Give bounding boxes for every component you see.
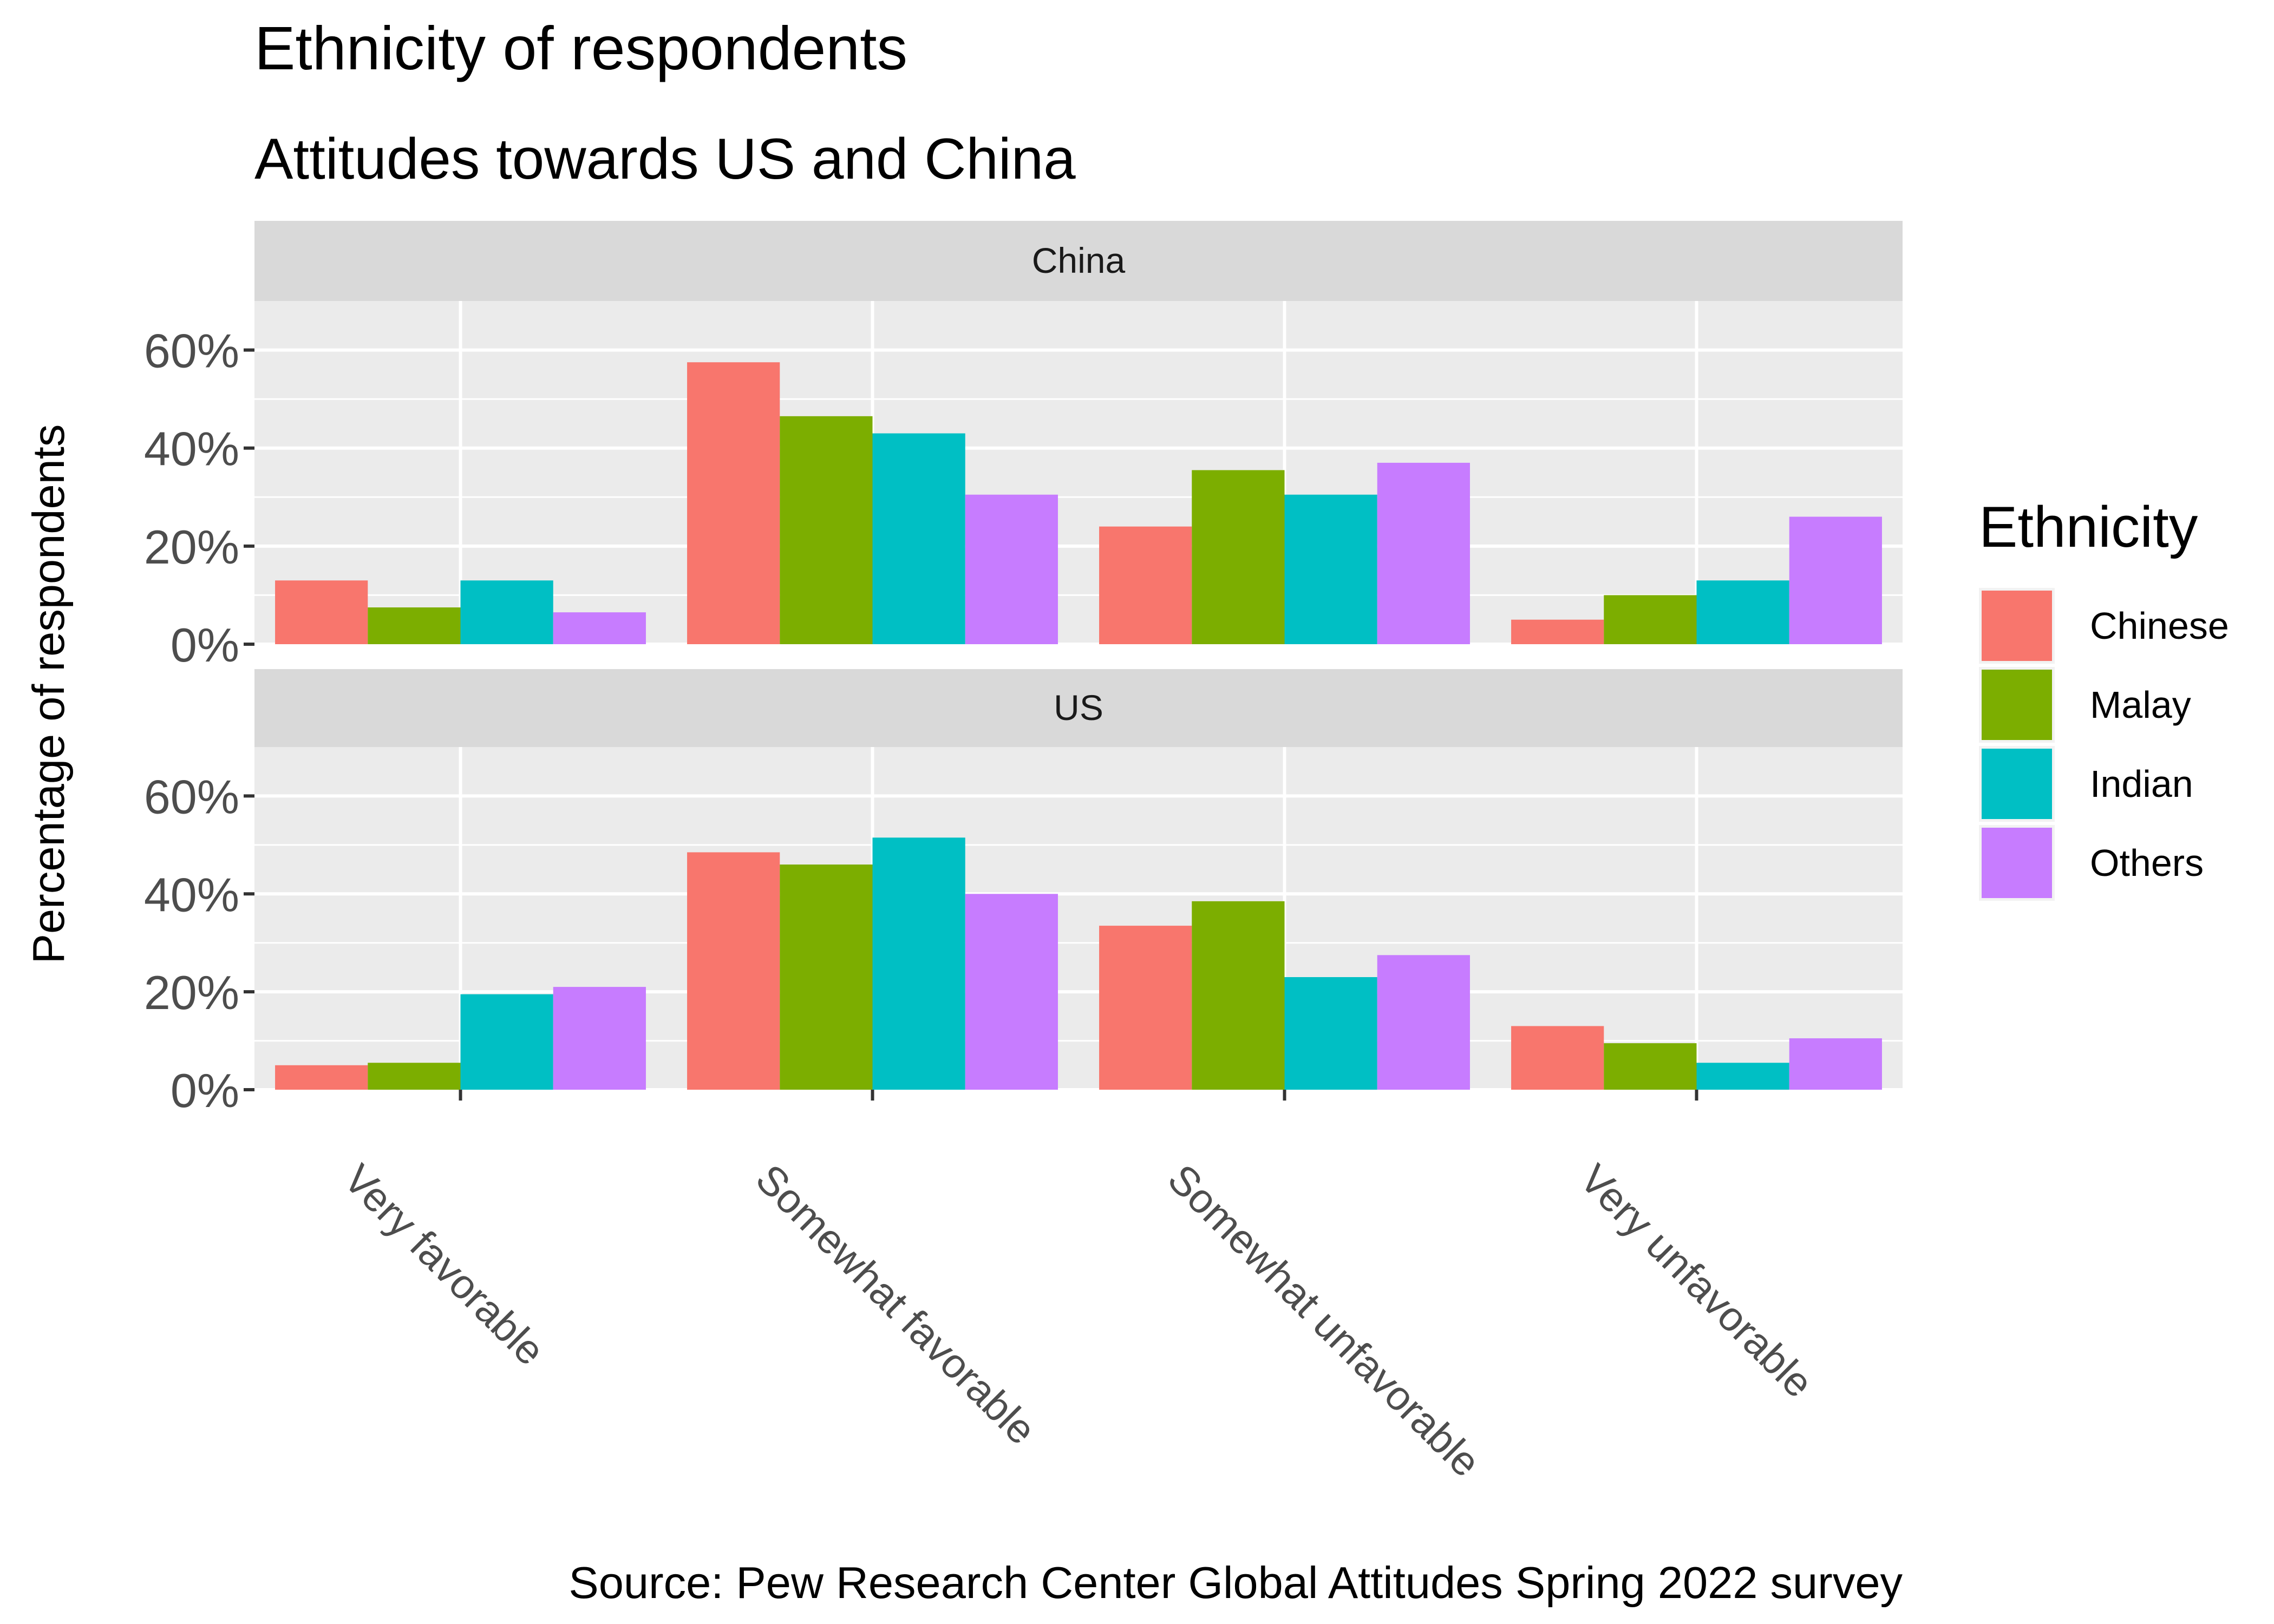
y-tick-label: 60%	[144, 324, 239, 378]
bar-china-others-very-unfavorable	[1789, 516, 1882, 644]
bar-us-others-somewhat-unfavorable	[1377, 955, 1470, 1090]
y-axis-label: Percentage of respondents	[23, 424, 74, 964]
strip-china	[254, 221, 1903, 301]
strip-us	[254, 669, 1903, 747]
bar-us-chinese-very-favorable	[275, 1065, 368, 1090]
y-tick-label: 20%	[144, 520, 239, 574]
legend-swatch-indian	[1982, 749, 2052, 819]
bar-china-indian-somewhat-unfavorable	[1284, 494, 1377, 644]
plot-area: China 0% 20% 40% 60% US 0% 20% 40% 60% Very favora…	[144, 221, 1903, 1486]
x-tick-label-very-unfavorable: Very unfavorable	[1571, 1156, 1821, 1406]
bar-china-others-very-favorable	[553, 612, 646, 644]
bar-us-chinese-very-unfavorable	[1511, 1026, 1604, 1090]
y-tick-label: 0%	[171, 618, 239, 672]
legend: Chinese Malay Indian Others	[1979, 588, 2229, 901]
legend-title: Ethnicity	[1979, 494, 2198, 559]
bar-us-others-very-favorable	[553, 987, 646, 1090]
bar-china-others-somewhat-unfavorable	[1377, 462, 1470, 644]
bar-china-malay-somewhat-favorable	[780, 416, 873, 644]
y-tick-label: 20%	[144, 966, 239, 1019]
y-tick-label: 0%	[171, 1064, 239, 1117]
chart-subtitle: Attitudes towards US and China	[254, 126, 1076, 191]
bar-us-indian-very-unfavorable	[1696, 1063, 1789, 1090]
bar-us-others-very-unfavorable	[1789, 1038, 1882, 1090]
bar-us-indian-somewhat-unfavorable	[1284, 977, 1377, 1090]
bar-us-chinese-somewhat-unfavorable	[1099, 926, 1192, 1090]
bar-china-chinese-somewhat-favorable	[687, 362, 780, 644]
bar-us-malay-very-unfavorable	[1604, 1043, 1697, 1090]
strip-label-china: China	[1032, 240, 1126, 280]
legend-label-chinese: Chinese	[2090, 605, 2229, 647]
legend-swatch-malay	[1982, 670, 2052, 740]
bar-china-indian-very-favorable	[460, 580, 553, 644]
legend-swatch-others	[1982, 828, 2052, 898]
bar-china-indian-very-unfavorable	[1696, 580, 1789, 644]
bar-us-indian-very-favorable	[460, 994, 553, 1090]
bar-china-indian-somewhat-favorable	[872, 433, 965, 644]
bar-china-malay-somewhat-unfavorable	[1192, 470, 1285, 644]
chart-title: Ethnicity of respondents	[254, 14, 907, 82]
bar-china-chinese-somewhat-unfavorable	[1099, 526, 1192, 644]
bar-us-chinese-somewhat-favorable	[687, 852, 780, 1090]
bar-us-malay-somewhat-unfavorable	[1192, 901, 1285, 1090]
y-tick-label: 40%	[144, 422, 239, 476]
bar-us-malay-very-favorable	[368, 1063, 461, 1090]
bar-china-others-somewhat-favorable	[965, 494, 1058, 644]
strip-label-us: US	[1054, 687, 1103, 728]
legend-label-indian: Indian	[2090, 763, 2193, 805]
x-tick-label-somewhat-favorable: Somewhat favorable	[747, 1156, 1044, 1453]
x-tick-label-somewhat-unfavorable: Somewhat unfavorable	[1159, 1156, 1489, 1486]
x-tick-label-very-favorable: Very favorable	[335, 1156, 553, 1374]
chart-caption: Source: Pew Research Center Global Attit…	[568, 1557, 1903, 1608]
y-tick-label: 60%	[144, 770, 239, 823]
bar-us-others-somewhat-favorable	[965, 894, 1058, 1090]
panel-china: China 0% 20% 40% 60%	[144, 221, 1903, 672]
bar-china-chinese-very-unfavorable	[1511, 619, 1604, 644]
bar-us-indian-somewhat-favorable	[872, 837, 965, 1090]
panel-us: US 0% 20% 40% 60% Very favorable Somewhat favo…	[144, 669, 1903, 1486]
legend-swatch-chinese	[1982, 591, 2052, 661]
bar-china-malay-very-unfavorable	[1604, 595, 1697, 644]
y-tick-label: 40%	[144, 868, 239, 921]
legend-label-others: Others	[2090, 842, 2204, 884]
bar-china-malay-very-favorable	[368, 607, 461, 644]
legend-label-malay: Malay	[2090, 684, 2191, 726]
bar-us-malay-somewhat-favorable	[780, 865, 873, 1090]
bar-china-chinese-very-favorable	[275, 580, 368, 644]
